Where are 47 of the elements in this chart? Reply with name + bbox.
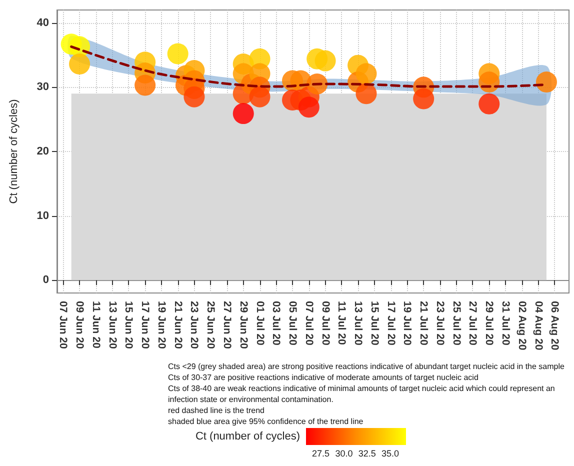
x-tick-label: 03 Jul 20 bbox=[270, 301, 282, 346]
y-tick-label: 30 bbox=[36, 81, 49, 94]
text: Cts of 30-37 are positive reactions indicative of moderate amounts of target nucleic acid bbox=[168, 373, 478, 382]
x-tick-label: 11 Jun 20 bbox=[90, 301, 102, 348]
x-tick-label: 17 Jun 20 bbox=[139, 301, 152, 350]
color-bar-label: 30.0 bbox=[335, 448, 353, 458]
x-tick-label: 29 Jul 20 bbox=[483, 301, 496, 346]
x-tick-label: 19 Jun 20 bbox=[155, 301, 168, 350]
x-tick-label: 27 Jul 20 bbox=[466, 301, 479, 346]
color-bar-label: 27.5 bbox=[312, 448, 330, 458]
x-tick-label: 17 Jul 20 bbox=[384, 301, 397, 346]
x-tick-label: 15 Jul 20 bbox=[368, 301, 380, 346]
x-tick-label: 23 Jun 20 bbox=[188, 301, 200, 350]
x-tick-label: 27 Jun 20 bbox=[220, 301, 233, 350]
color-bar-title: Ct (number of cycles) bbox=[195, 430, 300, 442]
x-tick-label: 29 Jun 20 bbox=[237, 301, 250, 350]
color-bar-label: 35.0 bbox=[381, 448, 400, 458]
x-tick-label: 01 Jul 20 bbox=[254, 301, 266, 346]
x-tick-label: 06 Aug 20 bbox=[548, 301, 561, 350]
x-tick-label: 09 Jun 20 bbox=[74, 301, 86, 350]
x-tick-label: 31 Jul 20 bbox=[500, 301, 512, 346]
y-tick-label: 10 bbox=[36, 210, 49, 222]
y-tick-label: 20 bbox=[36, 146, 49, 158]
text: red dashed line is the trend bbox=[168, 406, 265, 415]
y-tick-label: 0 bbox=[42, 274, 49, 286]
text: shaded blue area give 95% confidence of the trend line bbox=[168, 417, 364, 426]
x-tick-label: 21 Jun 20 bbox=[172, 301, 184, 350]
text: Cts of 38-40 are weak reactions indicative of minimal amounts of target nucleic acid which could represent an infection state or environmental contamination. bbox=[168, 384, 558, 404]
color-bar-label: 32.5 bbox=[358, 448, 376, 458]
y-tick-label: 40 bbox=[36, 16, 49, 29]
x-tick-label: 13 Jun 20 bbox=[106, 301, 118, 350]
x-tick-label: 02 Aug 20 bbox=[516, 301, 528, 350]
x-tick-label: 19 Jul 20 bbox=[401, 301, 414, 346]
x-tick-label: 09 Jul 20 bbox=[319, 301, 332, 346]
x-tick-label: 25 Jul 20 bbox=[450, 301, 462, 346]
x-tick-label: 15 Jun 20 bbox=[122, 301, 135, 350]
x-tick-label: 04 Aug 20 bbox=[532, 301, 544, 350]
x-tick-label: 23 Jul 20 bbox=[434, 301, 446, 346]
text: Cts <29 (grey shaded area) are strong positive reactions indicative of abundant target nucleic acid in the sample bbox=[168, 362, 565, 371]
x-tick-label: 07 Jun 20 bbox=[57, 301, 70, 350]
x-tick-label: 11 Jul 20 bbox=[336, 301, 348, 345]
y-axis-title: Ct (number of cycles) bbox=[8, 99, 20, 204]
x-tick-label: 21 Jul 20 bbox=[418, 301, 430, 346]
x-tick-label: 13 Jul 20 bbox=[352, 301, 364, 346]
x-tick-label: 07 Jul 20 bbox=[302, 301, 315, 346]
x-tick-label: 25 Jun 20 bbox=[204, 301, 217, 350]
x-tick-label: 05 Jul 20 bbox=[286, 301, 299, 346]
